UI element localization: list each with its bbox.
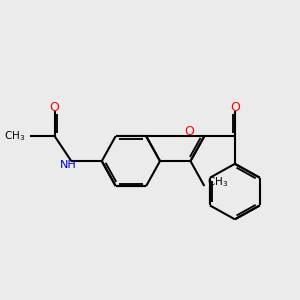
Text: O: O <box>50 100 60 113</box>
Text: NH: NH <box>60 160 77 170</box>
Text: CH$_3$: CH$_3$ <box>207 175 228 189</box>
Text: O: O <box>230 100 240 113</box>
Text: O: O <box>184 125 194 139</box>
Text: CH$_3$: CH$_3$ <box>4 129 26 143</box>
